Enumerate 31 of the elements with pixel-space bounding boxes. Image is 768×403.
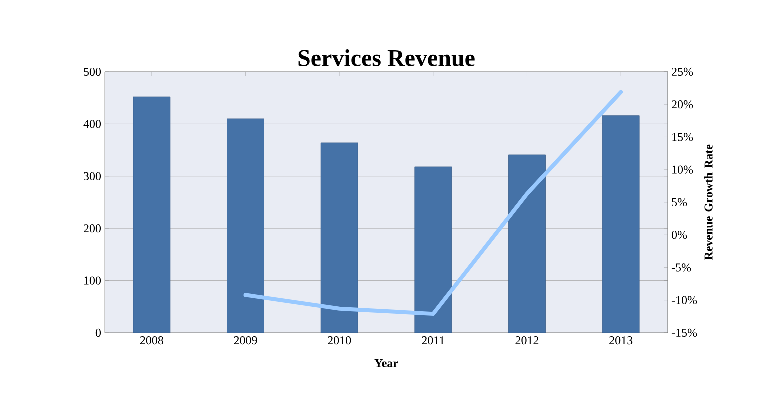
y-tick-label: 200 <box>84 224 102 233</box>
x-tick-label: 2013 <box>610 336 633 345</box>
y2-tick-label: -10% <box>672 296 698 304</box>
bar <box>508 154 546 333</box>
y-tick-label: 500 <box>84 68 102 76</box>
y2-axis-title: Revenue Growth Rate <box>704 144 713 260</box>
y-tick-label: 0 <box>96 328 102 338</box>
x-tick-label: 2011 <box>422 336 444 345</box>
x-axis-title: Year <box>374 359 398 368</box>
bar <box>320 142 358 333</box>
line-series <box>244 90 624 316</box>
x-tick-label: 2010 <box>328 336 352 345</box>
bar <box>602 116 640 333</box>
y2-tick-label: 0% <box>672 231 688 240</box>
y-tick-label: 100 <box>84 276 102 285</box>
y2-tick-label: -15% <box>672 328 698 338</box>
bar <box>227 118 264 333</box>
x-tick-label: 2012 <box>516 336 539 345</box>
y2-tick-label: 20% <box>672 100 694 109</box>
chart-title: Services Revenue <box>298 50 475 66</box>
y2-tick-label: -5% <box>672 264 692 272</box>
x-tick-label: 2008 <box>140 336 164 345</box>
bar <box>414 166 452 333</box>
y2-tick-label: 15% <box>672 133 694 142</box>
y2-tick-label: 10% <box>672 166 694 174</box>
y-tick-label: 300 <box>84 172 102 180</box>
y2-tick-label: 5% <box>672 198 688 207</box>
y-tick-label: 400 <box>84 120 102 128</box>
y2-tick-label: 25% <box>672 68 694 76</box>
bar <box>133 96 171 333</box>
x-tick-label: 2009 <box>234 336 258 345</box>
